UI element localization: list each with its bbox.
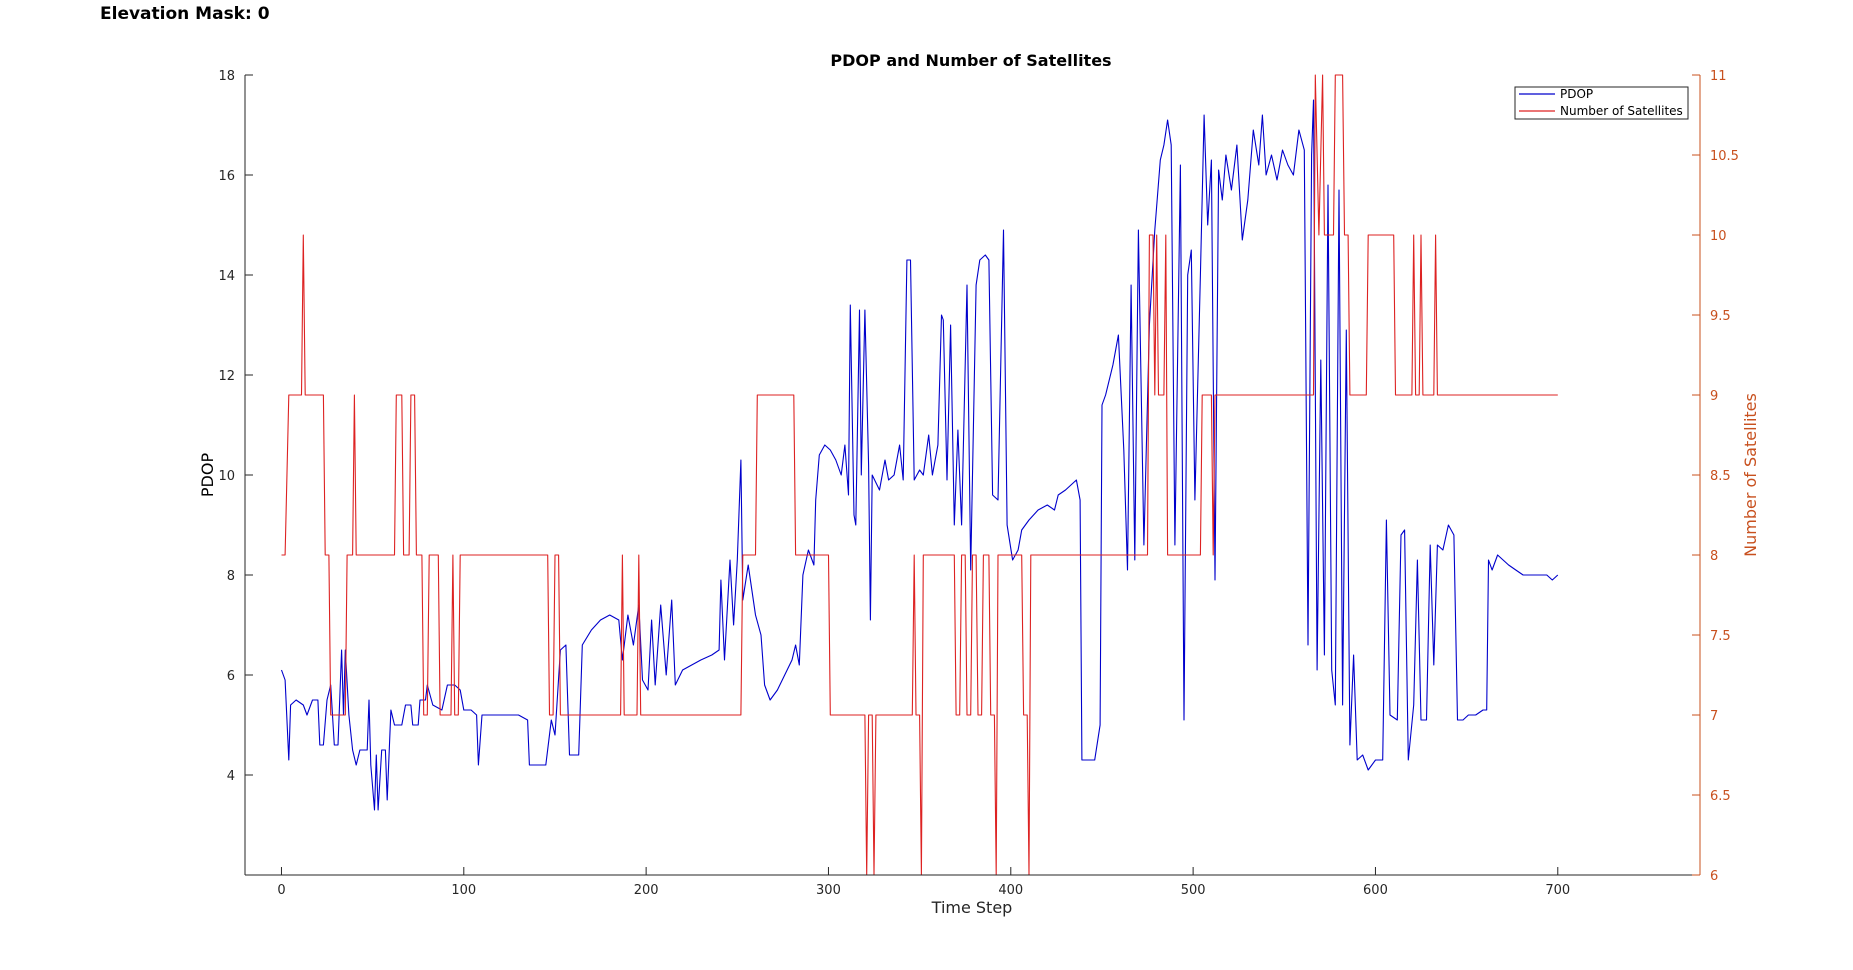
y-right-tick-label: 9.5 (1710, 309, 1731, 324)
x-tick-label: 100 (451, 883, 476, 898)
legend: PDOP Number of Satellites (1514, 86, 1689, 120)
y-right-tick-label: 7.5 (1710, 629, 1731, 644)
y-right-tick-label: 8 (1710, 549, 1718, 564)
x-tick-label: 500 (1181, 883, 1206, 898)
satellites-series-line (281, 74, 1558, 876)
figure-title: Elevation Mask: 0 (100, 4, 270, 24)
y-right-tick-label: 9 (1710, 389, 1718, 404)
y-tick-label: 8 (227, 569, 235, 584)
x-tick-label: 200 (634, 883, 659, 898)
y-tick-label: 18 (218, 69, 235, 84)
y-right-tick-label: 8.5 (1710, 469, 1731, 484)
y-tick-label: 10 (218, 469, 235, 484)
x-axis-label: Time Step (931, 898, 1013, 917)
legend-satellites-label: Number of Satellites (1560, 104, 1683, 118)
y-tick-label: 6 (227, 669, 235, 684)
y-tick-label: 14 (218, 269, 235, 284)
y-right-tick-label: 7 (1710, 709, 1718, 724)
legend-box (1514, 86, 1689, 120)
y-tick-label: 12 (218, 369, 235, 384)
y-right-tick-label: 10.5 (1710, 149, 1739, 164)
y-tick-label: 16 (218, 169, 235, 184)
chart-title: PDOP and Number of Satellites (830, 51, 1111, 70)
plot-area (280, 74, 1559, 876)
y-right-tick-label: 10 (1710, 229, 1727, 244)
y-axis-label: PDOP (198, 453, 217, 498)
legend-pdop-label: PDOP (1560, 87, 1593, 101)
x-tick-label: 700 (1545, 883, 1570, 898)
y-axis-right-label: Number of Satellites (1741, 393, 1760, 557)
pdop-series-line (280, 99, 1559, 811)
y-right-tick-label: 6.5 (1710, 789, 1731, 804)
x-tick-label: 400 (998, 883, 1023, 898)
x-tick-label: 600 (1363, 883, 1388, 898)
y-right-tick-label: 11 (1710, 69, 1727, 84)
x-tick-label: 0 (277, 883, 285, 898)
y-tick-label: 4 (227, 769, 235, 784)
x-tick-label: 300 (816, 883, 841, 898)
y-right-tick-label: 6 (1710, 869, 1718, 884)
axes: 0 100 200 300 400 500 600 700 4 6 8 10 12 14 16 18 6 6.5 7… (218, 69, 1739, 898)
